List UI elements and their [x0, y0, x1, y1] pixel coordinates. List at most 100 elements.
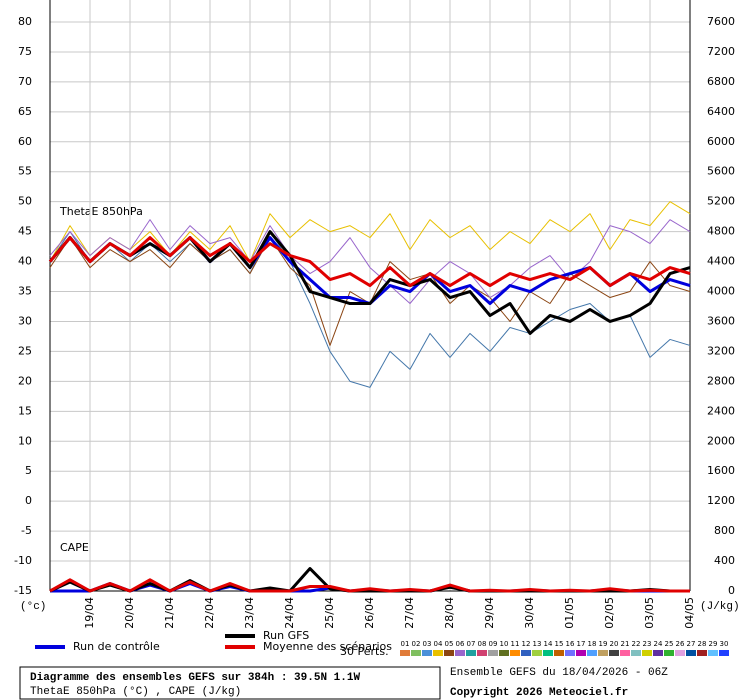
y2-tick-label: 1600	[707, 464, 735, 477]
y2-tick-label: 3200	[707, 344, 735, 357]
y-tick-label: 5	[25, 464, 32, 477]
pert-swatch	[653, 650, 663, 656]
pert-swatch	[576, 650, 586, 656]
pert-swatch	[587, 650, 597, 656]
x-tick-label: 28/04	[443, 597, 456, 629]
pert-swatch	[466, 650, 476, 656]
y2-tick-label: 7600	[707, 15, 735, 28]
pert-number: 07	[467, 640, 476, 648]
y-tick-label: 60	[18, 135, 32, 148]
x-tick-label: 19/04	[83, 597, 96, 629]
pert-number: 02	[412, 640, 421, 648]
pert-swatch	[510, 650, 520, 656]
y2-tick-label: 4800	[707, 225, 735, 238]
legend-label: Moyenne des scénarios	[263, 640, 392, 653]
y-tick-label: 70	[18, 75, 32, 88]
y-tick-label: 80	[18, 15, 32, 28]
y2-tick-label: 5200	[707, 195, 735, 208]
pert-number: 08	[478, 640, 487, 648]
perts-label: 30 Perts.	[340, 645, 389, 658]
pert-number: 23	[643, 640, 652, 648]
pert-number: 04	[434, 640, 443, 648]
y-tick-label: 75	[18, 45, 32, 58]
pert-swatch	[433, 650, 443, 656]
x-tick-label: 04/05	[683, 597, 696, 629]
pert-number: 15	[555, 640, 564, 648]
info-box	[19, 666, 441, 700]
pert-swatch	[554, 650, 564, 656]
pert-number: 14	[544, 640, 553, 648]
y-tick-label: 40	[18, 255, 32, 268]
y2-tick-label: 3600	[707, 314, 735, 327]
y-tick-label: 55	[18, 165, 32, 178]
series-line	[48, 230, 691, 335]
pert-swatch	[411, 650, 421, 656]
legend-label: Run GFS	[263, 629, 309, 642]
pert-number: 12	[522, 640, 531, 648]
y-tick-label: 45	[18, 225, 32, 238]
pert-swatch	[664, 650, 674, 656]
y-tick-label: 0	[25, 494, 32, 507]
pert-swatch	[422, 650, 432, 656]
pert-swatch	[543, 650, 553, 656]
cape-label: CAPE	[60, 541, 89, 554]
info-title: Diagramme des ensembles GEFS sur 384h : …	[30, 672, 360, 684]
pert-swatch	[620, 650, 630, 656]
y-tick-label: 65	[18, 105, 32, 118]
y-tick-label: 25	[18, 344, 32, 357]
series-line	[48, 236, 691, 288]
legend-label: Run de contrôle	[73, 640, 160, 653]
pert-number: 30	[720, 640, 729, 648]
y-tick-label: -15	[14, 584, 32, 597]
y-tick-label: 10	[18, 434, 32, 447]
pert-swatch	[488, 650, 498, 656]
theta-label: ThetaE 850hPa	[59, 205, 143, 218]
x-tick-label: 03/05	[643, 597, 656, 629]
pert-swatch	[565, 650, 575, 656]
x-tick-label: 23/04	[243, 597, 256, 629]
y2-tick-label: 2800	[707, 374, 735, 387]
x-tick-label: 21/04	[163, 597, 176, 629]
y-tick-label: 15	[18, 404, 32, 417]
copyright: Copyright 2026 Meteociel.fr	[450, 687, 628, 699]
pert-swatch	[675, 650, 685, 656]
y-tick-label: -5	[21, 524, 32, 537]
pert-swatch	[444, 650, 454, 656]
pert-number: 01	[401, 640, 410, 648]
pert-swatch	[455, 650, 465, 656]
x-tick-label: 01/05	[563, 597, 576, 629]
pert-number: 11	[511, 640, 520, 648]
pert-swatch	[477, 650, 487, 656]
pert-swatch	[642, 650, 652, 656]
x-tick-label: 02/05	[603, 597, 616, 629]
y-tick-label: 35	[18, 285, 32, 298]
info-subtitle: ThetaE 850hPa (°C) , CAPE (J/kg)	[30, 686, 241, 698]
y2-tick-label: 6800	[707, 75, 735, 88]
x-tick-label: 25/04	[323, 597, 336, 629]
series-line	[49, 578, 690, 593]
pert-number: 19	[599, 640, 608, 648]
x-tick-label: 27/04	[403, 597, 416, 629]
y2-tick-label: 4400	[707, 255, 735, 268]
pert-swatch	[499, 650, 509, 656]
pert-swatch	[686, 650, 696, 656]
y-tick-label: 50	[18, 195, 32, 208]
pert-number: 05	[445, 640, 454, 648]
pert-number: 18	[588, 640, 597, 648]
y2-tick-label: 7200	[707, 45, 735, 58]
pert-swatch	[631, 650, 641, 656]
y2-tick-label: 2400	[707, 404, 735, 417]
run-info: Ensemble GEFS du 18/04/2026 - 06Z	[450, 667, 668, 679]
series-line	[49, 201, 691, 263]
pert-number: 20	[610, 640, 619, 648]
pert-number: 28	[698, 640, 707, 648]
x-tick-label: 20/04	[123, 597, 136, 629]
pert-swatch	[609, 650, 619, 656]
pert-swatch	[697, 650, 707, 656]
pert-number: 09	[489, 640, 498, 648]
y2-tick-label: 1200	[707, 494, 735, 507]
pert-number: 22	[632, 640, 641, 648]
pert-swatch	[532, 650, 542, 656]
y2-unit: (J/kg)	[700, 601, 740, 613]
